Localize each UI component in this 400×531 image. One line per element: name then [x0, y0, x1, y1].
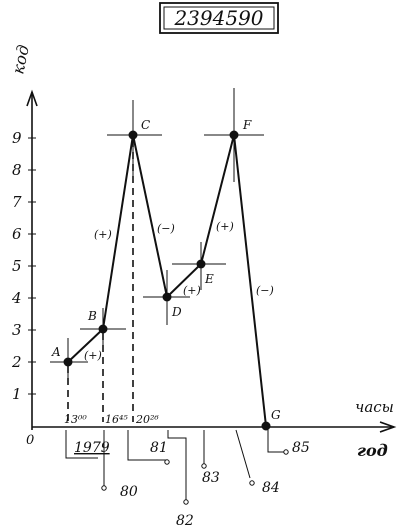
point-label-f: F	[242, 118, 252, 132]
y-tick-label-3: 3	[12, 321, 22, 339]
sign-b-c: (+)	[94, 228, 112, 241]
point-label-b: B	[87, 309, 97, 323]
year-label-85: 85	[292, 440, 310, 456]
year-label-1979: 1979	[74, 440, 110, 456]
year-label-82: 82	[176, 513, 194, 529]
projection-lines	[67, 140, 134, 422]
points	[63, 130, 271, 431]
document-number: 2394590	[159, 2, 279, 34]
y-tick-2: 2	[11, 353, 36, 371]
point-f	[229, 130, 239, 140]
y-tick-label-6: 6	[12, 225, 22, 243]
point-label-a: A	[51, 345, 61, 359]
point-label-e: E	[204, 272, 214, 286]
year-label-81: 81	[150, 440, 168, 456]
time-label-1: 13⁰⁰	[64, 413, 87, 426]
y-ticks: 1 2 3 4 5 6 7 8 9	[11, 129, 36, 403]
point-a	[63, 357, 73, 367]
year-label-80: 80	[120, 484, 138, 500]
sign-d-e: (+)	[183, 284, 201, 297]
y-tick-8: 8	[12, 161, 36, 179]
sign-f-g: (−)	[256, 284, 274, 297]
y-tick-3: 3	[12, 321, 36, 339]
y-tick-label-5: 5	[12, 257, 22, 275]
point-labels: A B C D E F G	[51, 118, 281, 422]
x-axis-label-year: год	[357, 441, 388, 460]
y-tick-label-8: 8	[12, 161, 22, 179]
y-tick-label-4: 4	[11, 289, 22, 307]
time-label-3: 20²⁶	[135, 413, 159, 426]
y-tick-9: 9	[12, 129, 36, 147]
year-label-84: 84	[262, 480, 280, 496]
sign-a-b: (+)	[84, 349, 102, 362]
x-axis-label-hours: часы	[355, 398, 394, 416]
point-g	[261, 421, 271, 431]
origin-label: 0	[26, 433, 34, 448]
year-labels: 1979 80 81 82 83 84 85	[74, 440, 310, 529]
y-tick-7: 7	[12, 193, 36, 211]
year-marker-dots	[101, 449, 289, 505]
y-tick-label-1: 1	[12, 385, 22, 403]
point-label-c: C	[141, 118, 150, 132]
point-e	[196, 259, 206, 269]
point-b	[98, 324, 108, 334]
point-d	[162, 292, 172, 302]
time-labels: 13⁰⁰ 16⁴⁵ 20²⁶	[64, 413, 159, 426]
x-axis: часы год 0	[26, 398, 397, 460]
segment-signs: (+) (+) (−) (+) (+) (−)	[84, 220, 274, 362]
y-tick-label-7: 7	[12, 193, 22, 211]
point-label-d: D	[171, 305, 182, 319]
y-axis: код	[8, 43, 38, 430]
year-label-83: 83	[202, 470, 220, 486]
y-tick-5: 5	[12, 257, 36, 275]
y-tick-label-2: 2	[11, 353, 22, 371]
sign-c-d: (−)	[157, 222, 175, 235]
document-number-text: 2394590	[173, 6, 263, 30]
point-c	[128, 130, 138, 140]
sign-e-f: (+)	[216, 220, 234, 233]
y-tick-4: 4	[11, 289, 36, 307]
point-label-g: G	[271, 408, 281, 422]
y-tick-label-9: 9	[12, 129, 22, 147]
time-label-2: 16⁴⁵	[105, 413, 128, 426]
y-axis-label: код	[8, 43, 33, 76]
y-tick-6: 6	[12, 225, 36, 243]
y-tick-1: 1	[12, 385, 36, 403]
